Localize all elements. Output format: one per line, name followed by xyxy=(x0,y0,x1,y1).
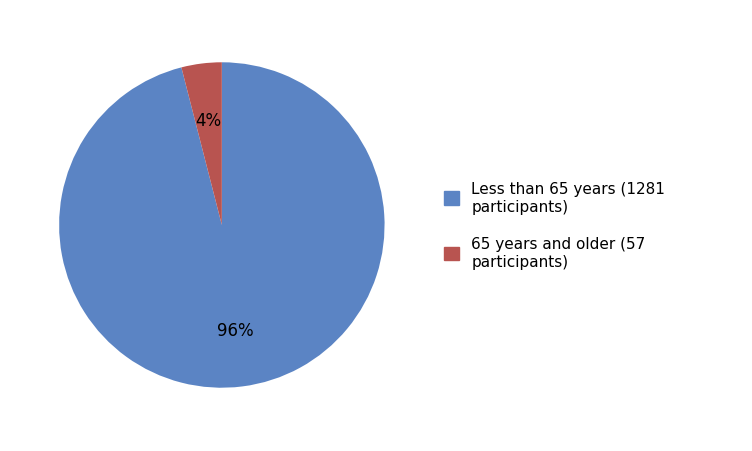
Text: 96%: 96% xyxy=(217,321,253,339)
Wedge shape xyxy=(59,63,384,388)
Legend: Less than 65 years (1281
participants), 65 years and older (57
participants): Less than 65 years (1281 participants), … xyxy=(444,182,666,269)
Wedge shape xyxy=(181,63,222,226)
Text: 4%: 4% xyxy=(196,112,222,130)
